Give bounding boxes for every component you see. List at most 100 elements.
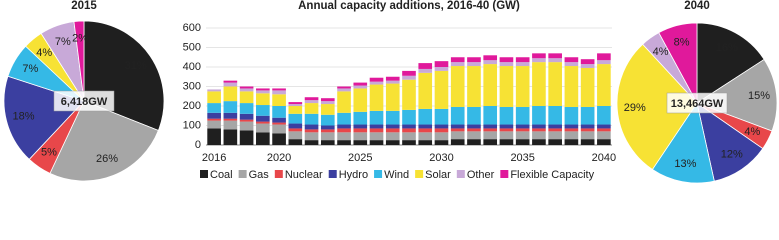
bar-segment [450,106,465,125]
bar-segment [223,118,238,121]
slice-label: 29% [624,102,646,114]
bar-segment [320,129,335,133]
legend-swatch [456,170,465,178]
bar-segment [385,140,400,145]
bar-segment [548,128,562,132]
bar-segment [320,101,335,105]
bar-segment [207,91,221,104]
bar-segment [499,106,514,125]
slice-label: 13% [674,158,696,170]
bar-segment [532,128,546,132]
x-tick-label: 2016 [202,152,226,164]
bar-segment [304,97,319,101]
legend-label: Other [467,169,495,181]
bar-segment [499,139,514,145]
bar-segment [256,93,270,106]
bar-segment [564,106,579,125]
bar-segment [272,124,286,134]
bar-segment [337,128,351,133]
legend-swatch [274,170,283,178]
bar-segment [207,112,221,119]
bar-segment [304,100,319,104]
slice-label: 26% [96,153,118,165]
bar-segment [272,133,286,145]
slice-label: 7% [22,63,38,75]
bar-segment [337,88,351,92]
bar-segment [304,129,319,133]
bar-segment [499,62,514,67]
bar-segment [256,105,270,116]
legend-label: Wind [384,169,409,181]
bar-segment [580,67,595,107]
bar-segment [499,124,514,129]
bar-segment [239,91,254,104]
bar-segment [288,102,303,105]
bar-segment [515,128,530,132]
bar-segment [580,64,595,68]
pie-title: 2040 [684,0,710,12]
bar-segment [515,66,530,107]
bar-segment [532,124,546,129]
bar-segment [239,86,254,89]
bar-segment [467,139,481,145]
bar-segment [304,113,319,125]
bar-segment [467,131,481,140]
bar-segment [597,124,611,129]
pie-slice [49,100,159,182]
bar-segment [288,113,303,124]
bar-segment [515,124,530,129]
bar-segment [288,131,303,140]
bar-segment [532,106,546,125]
bar-segment [499,57,514,63]
legend-label: Gas [249,169,270,181]
bar-segment [548,131,562,140]
bar-segment [385,124,400,129]
bar-segment [450,66,465,107]
slice-label: 15% [748,90,770,102]
bar-segment [580,124,595,129]
bar-segment [369,84,384,111]
bar-segment [272,117,286,123]
bar-segment [272,88,286,91]
bar-segment [385,128,400,133]
bar-segment [239,130,254,145]
pie-slice [696,58,778,132]
bar-segment [580,139,595,145]
bar-segment [597,53,611,61]
bar-segment [239,113,254,120]
bar-segment [207,120,221,129]
bar-segment [580,128,595,132]
bar-segment [402,70,416,76]
bar-segment [337,91,351,113]
bar-segment [564,62,579,67]
bar-segment [320,132,335,141]
bar-segment [223,129,238,145]
y-tick-label: 600 [183,22,201,34]
bar-segment [450,139,465,145]
bar-segment [353,124,368,129]
bar-segment [320,98,335,102]
bar-segment [434,61,449,67]
bar-segment [337,112,351,125]
bar-segment [483,131,498,140]
legend-swatch [200,170,208,178]
bar-segment [564,124,579,129]
bar-segment [337,124,351,129]
legend-swatch [500,170,509,178]
bar-segment [580,59,595,65]
center-box [53,90,115,112]
bar-segment [385,76,400,81]
bar-segment [532,62,546,106]
bar-segment [467,128,481,132]
bar-segment [418,128,433,133]
legend-swatch [415,170,424,178]
bar-segment [369,110,384,125]
bar-segment [369,77,384,82]
slice-label: 4% [653,46,669,58]
pie-slice [696,22,765,104]
x-tick-label: 2040 [592,152,616,164]
bar-segment [402,132,416,141]
bar-segment [418,68,433,73]
bar-segment [385,83,400,111]
